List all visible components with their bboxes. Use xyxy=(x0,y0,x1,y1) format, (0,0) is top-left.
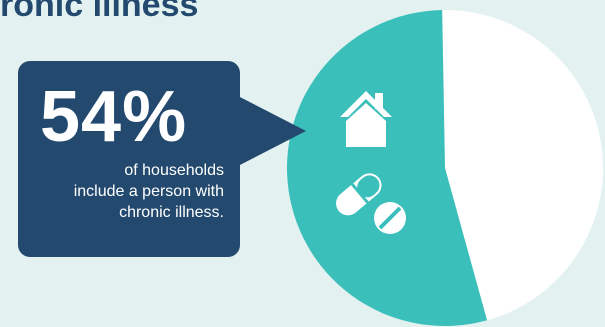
pie-slice-remainder xyxy=(442,10,603,321)
pie-slice-chronic-illness xyxy=(287,10,488,326)
house-icon xyxy=(340,91,392,147)
stat-callout: 54% of households include a person with … xyxy=(18,61,240,257)
callout-pointer xyxy=(238,96,306,166)
page-title: ronic illness xyxy=(0,0,199,24)
stat-description-line-1: of households xyxy=(124,162,224,179)
pill-icon xyxy=(336,173,382,216)
tablet-icon xyxy=(374,202,406,234)
stat-description: of households include a person with chro… xyxy=(24,160,224,223)
stat-value: 54% xyxy=(40,77,188,157)
pie-slices xyxy=(287,10,603,326)
stat-description-line-2: include a person with xyxy=(73,183,224,200)
stat-description-line-3: chronic illness. xyxy=(119,204,224,221)
